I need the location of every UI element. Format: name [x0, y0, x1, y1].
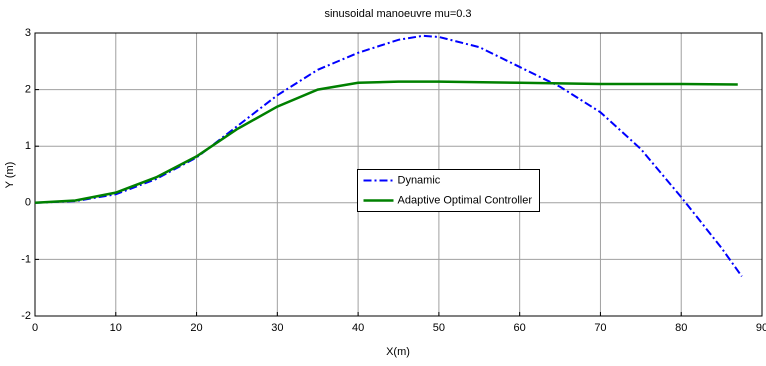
y-tick-label: 3 [25, 27, 31, 39]
x-axis-label: X(m) [386, 346, 410, 358]
y-tick-label: 1 [25, 140, 31, 152]
x-tick-label: 40 [352, 322, 364, 334]
x-tick-label: 10 [110, 322, 122, 334]
x-tick-label: 0 [32, 322, 38, 334]
y-tick-label: 0 [25, 197, 31, 209]
data-line [34, 34, 743, 277]
y-tick-label: -1 [21, 253, 31, 265]
chart-title: sinusoidal manoeuvre mu=0.3 [324, 8, 471, 20]
x-tick-label: 50 [433, 322, 445, 334]
legend-box [357, 169, 540, 212]
legend-label: Adaptive Optimal Controller [398, 194, 533, 206]
data-line [34, 80, 738, 205]
y-tick-label: 2 [25, 84, 31, 96]
legend: Dynamic Adaptive Optimal Controller [357, 169, 540, 212]
x-tick-label: 70 [594, 322, 606, 334]
x-tick-label: 30 [271, 322, 283, 334]
y-axis-label: Y (m) [4, 162, 16, 189]
x-tick-label: 60 [514, 322, 526, 334]
plot-frame [34, 32, 763, 317]
x-tick-label: 20 [190, 322, 202, 334]
x-tick-label: 80 [675, 322, 687, 334]
y-tick-label: -2 [21, 310, 31, 322]
legend-label: Dynamic [398, 174, 441, 186]
x-tick-label: 90 [756, 322, 766, 334]
